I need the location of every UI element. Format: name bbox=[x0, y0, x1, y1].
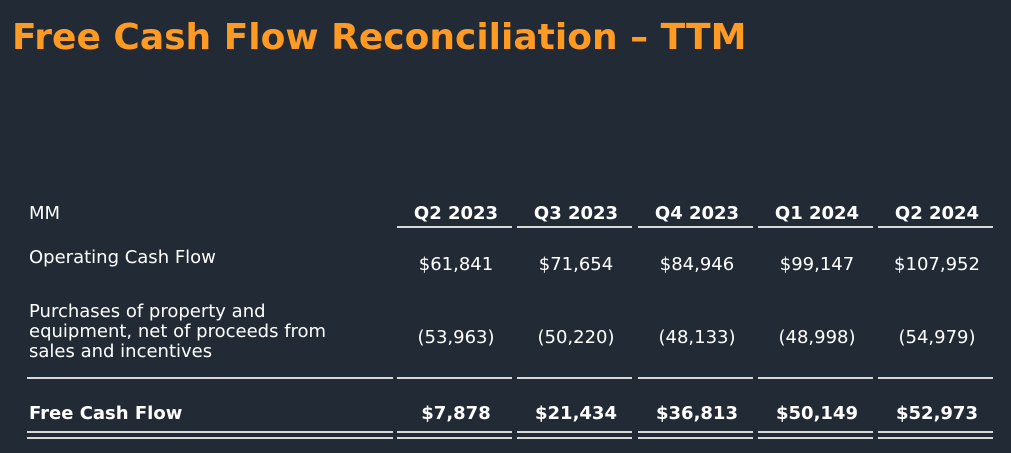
header-rule bbox=[878, 226, 993, 228]
column-header: Q2 2024 bbox=[894, 203, 980, 224]
table-cell: $107,952 bbox=[894, 254, 980, 275]
page-title: Free Cash Flow Reconciliation – TTM bbox=[12, 17, 747, 58]
subtotal-rule bbox=[638, 377, 753, 379]
subtotal-rule bbox=[878, 377, 993, 379]
table-cell: (54,979) bbox=[898, 327, 976, 348]
subtotal-rule bbox=[397, 377, 512, 379]
table-cell: $36,813 bbox=[656, 403, 738, 424]
total-double-rule bbox=[397, 431, 512, 439]
total-double-rule bbox=[638, 431, 753, 439]
table-cell: (53,963) bbox=[417, 327, 495, 348]
table-cell: $84,946 bbox=[659, 254, 735, 275]
column-header: Q2 2023 bbox=[413, 203, 499, 224]
table-cell: $99,147 bbox=[779, 254, 855, 275]
table-cell: (48,133) bbox=[658, 327, 736, 348]
table-cell: $61,841 bbox=[418, 254, 494, 275]
table-cell: $21,434 bbox=[535, 403, 617, 424]
column-header: Q4 2023 bbox=[654, 203, 740, 224]
column-header: Q3 2023 bbox=[533, 203, 619, 224]
table-cell: (50,220) bbox=[537, 327, 615, 348]
table-cell: (48,998) bbox=[778, 327, 856, 348]
subtotal-rule bbox=[517, 377, 632, 379]
header-rule bbox=[638, 226, 753, 228]
header-rule bbox=[397, 226, 512, 228]
table-cell: $52,973 bbox=[896, 403, 978, 424]
total-double-rule bbox=[517, 431, 632, 439]
subtotal-rule bbox=[758, 377, 873, 379]
unit-label: MM bbox=[29, 203, 61, 224]
total-double-rule bbox=[878, 431, 993, 439]
table-cell: $7,878 bbox=[421, 403, 491, 424]
table-cell: $71,654 bbox=[538, 254, 614, 275]
column-header: Q1 2024 bbox=[774, 203, 860, 224]
subtotal-rule bbox=[27, 377, 393, 379]
row-label-free-cash-flow: Free Cash Flow bbox=[29, 403, 183, 424]
total-double-rule bbox=[758, 431, 873, 439]
header-rule bbox=[758, 226, 873, 228]
row-label-operating-cash-flow: Operating Cash Flow bbox=[29, 247, 216, 268]
table-cell: $50,149 bbox=[776, 403, 858, 424]
row-label-purchases-of-property: Purchases of property and equipment, net… bbox=[29, 301, 327, 362]
total-double-rule bbox=[27, 431, 393, 439]
header-rule bbox=[517, 226, 632, 228]
